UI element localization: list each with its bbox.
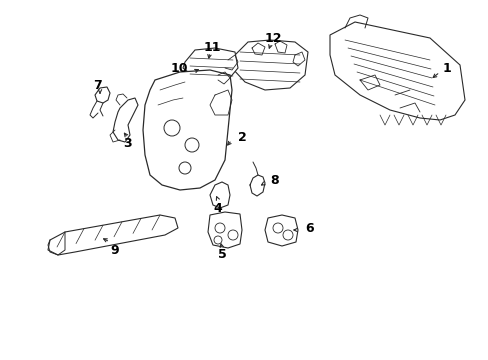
Polygon shape: [183, 48, 238, 82]
Text: 2: 2: [238, 131, 246, 144]
Text: 10: 10: [170, 62, 187, 75]
Text: 8: 8: [269, 174, 278, 186]
Text: 6: 6: [305, 221, 313, 234]
Polygon shape: [209, 182, 229, 208]
Text: 9: 9: [110, 243, 119, 256]
Polygon shape: [207, 212, 242, 248]
Text: 12: 12: [264, 32, 281, 45]
Polygon shape: [48, 215, 178, 255]
Polygon shape: [329, 22, 464, 120]
Text: 5: 5: [217, 248, 226, 261]
Text: 4: 4: [213, 202, 222, 215]
Text: 1: 1: [442, 62, 450, 75]
Polygon shape: [142, 70, 231, 190]
Text: 11: 11: [203, 41, 220, 54]
Polygon shape: [95, 87, 110, 103]
Polygon shape: [113, 98, 138, 142]
Polygon shape: [264, 215, 297, 246]
Text: 7: 7: [93, 78, 102, 91]
Text: 3: 3: [123, 136, 132, 149]
Polygon shape: [231, 40, 307, 90]
